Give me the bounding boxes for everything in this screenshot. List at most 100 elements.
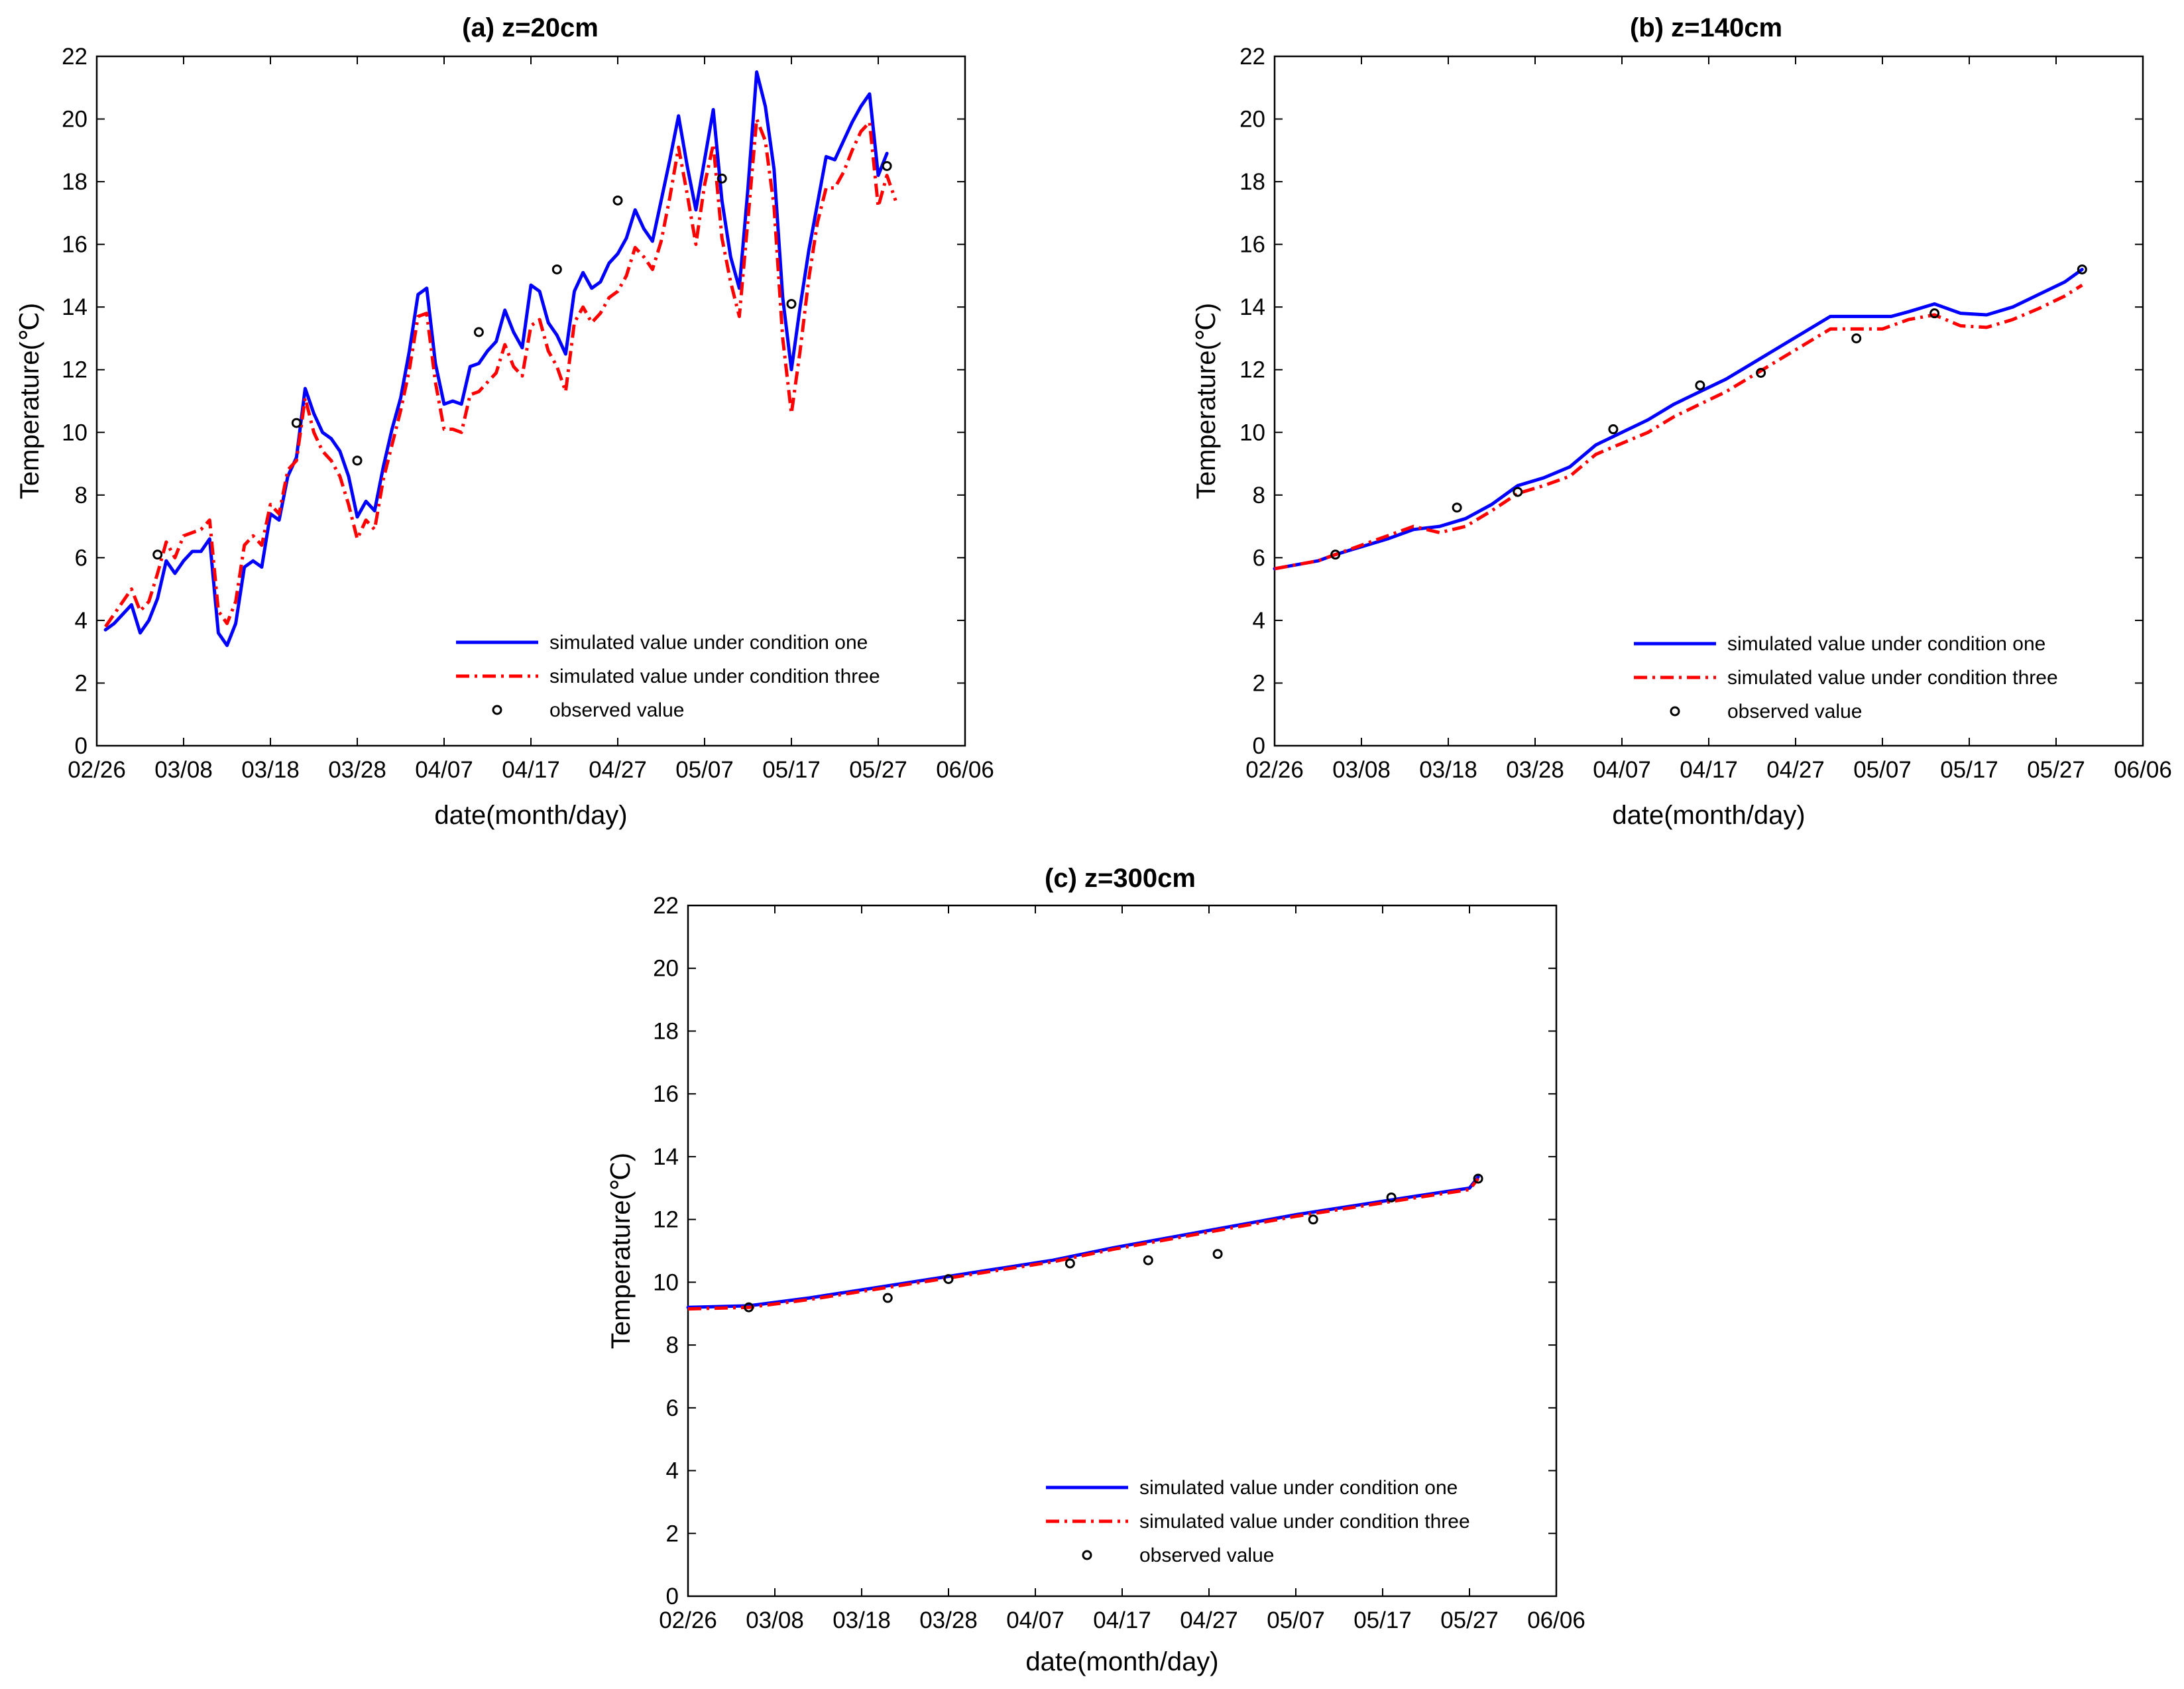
panel-a-series-condition-one-line [103, 70, 889, 648]
panel-c-legend-label-three: simulated value under condition three [1139, 1511, 1470, 1533]
panel-b-legend: simulated value under condition one simu… [1634, 633, 2058, 723]
panel-b-legend-label-observed: observed value [1727, 701, 1862, 723]
panel-b-x-tick-label-9: 05/27 [2027, 757, 2085, 783]
panel-a-observed-point-6 [717, 173, 727, 184]
panel-a-observed-point-4 [551, 264, 562, 274]
panel-b-y-tick-label-4: 8 [1253, 483, 1265, 508]
panel-c-y-tick-label-5: 10 [653, 1269, 679, 1295]
panel-c-y-tick-label-7: 14 [653, 1144, 679, 1170]
panel-a-y-ticks: 0 2 4 6 8 10 12 14 16 18 20 22 [62, 44, 965, 759]
panel-c-x-tick-label-4: 04/07 [1006, 1607, 1064, 1633]
panel-b-x-tick-label-5: 04/17 [1680, 757, 1738, 783]
panel-c-y-tick-label-6: 12 [653, 1207, 679, 1233]
panel-c-x-tick-label-8: 05/17 [1353, 1607, 1412, 1633]
panel-c-legend-marker-observed [1082, 1550, 1092, 1560]
panel-b-x-tick-label-10: 06/06 [2114, 757, 2172, 783]
panel-a-y-tick-label-6: 12 [62, 357, 87, 383]
panel-b-legend-label-one: simulated value under condition one [1727, 633, 2045, 655]
panel-b-observed-point-0 [1330, 550, 1341, 560]
panel-c-x-tick-label-10: 06/06 [1527, 1607, 1585, 1633]
panel-a-x-tick-label-3: 03/28 [328, 757, 386, 783]
panel-b-series-condition-one-line [1273, 268, 2084, 571]
panel-c-y-tick-label-9: 18 [653, 1018, 679, 1044]
panel-c-observed-point-5 [1212, 1249, 1223, 1259]
panel-b-y-tick-label-1: 2 [1253, 670, 1265, 696]
panel-b-x-tick-label-0: 02/26 [1245, 757, 1304, 783]
panel-c-x-tick-label-2: 03/18 [833, 1607, 891, 1633]
panel-a-series-layer [103, 70, 897, 648]
panel-c-title: (c) z=300cm [1045, 864, 1196, 893]
panel-b-x-tick-label-1: 03/08 [1332, 757, 1391, 783]
panel-a-legend-label-one: simulated value under condition one [549, 632, 868, 654]
panel-a-y-tick-label-8: 16 [62, 232, 87, 258]
panel-c-x-tick-label-9: 05/27 [1440, 1607, 1499, 1633]
panel-c-y-axis-label: Temperature(℃) [606, 1153, 636, 1349]
panel-c-observed-point-6 [1308, 1214, 1318, 1225]
panel-c-y-tick-label-4: 8 [666, 1332, 679, 1358]
panel-b-x-tick-label-8: 05/17 [1940, 757, 1998, 783]
panel-c-observed-point-8 [1473, 1173, 1483, 1184]
panel-a-observed-point-7 [786, 298, 797, 309]
panel-a-y-tick-label-3: 6 [75, 545, 87, 571]
panel-c-legend: simulated value under condition one simu… [1046, 1477, 1470, 1566]
panel-c-observed-point-2 [943, 1274, 954, 1285]
panel-a-legend: simulated value under condition one simu… [456, 632, 880, 721]
panel-a-observed-point-2 [352, 455, 363, 466]
panel-a: (a) z=20cm 0 2 4 6 8 10 12 14 16 18 20 22 02/26 03/0… [15, 13, 994, 830]
panel-b-title: (b) z=140cm [1630, 13, 1782, 42]
panel-a-x-tick-label-7: 05/07 [675, 757, 734, 783]
panel-b-y-tick-label-10: 20 [1239, 107, 1265, 133]
panel-a-y-tick-label-7: 14 [62, 294, 87, 320]
panel-a-x-tick-label-1: 03/08 [154, 757, 213, 783]
panel-b-x-tick-label-2: 03/18 [1419, 757, 1477, 783]
panel-a-plot-area [95, 55, 966, 747]
panel-b-observed-point-4 [1695, 380, 1705, 390]
panel-c-x-tick-label-6: 04/27 [1180, 1607, 1238, 1633]
panel-b-legend-marker-observed [1670, 706, 1680, 717]
panel-c-x-tick-label-5: 04/17 [1093, 1607, 1151, 1633]
panel-b-observed-point-2 [1513, 487, 1523, 497]
panel-a-x-tick-label-4: 04/07 [415, 757, 473, 783]
panel-a-x-tick-label-9: 05/27 [849, 757, 907, 783]
panel-a-y-tick-label-1: 2 [75, 670, 87, 696]
panel-b-y-tick-label-7: 14 [1239, 294, 1265, 320]
panel-c: (c) z=300cm 0 2 4 6 8 10 12 14 16 18 20 22 02/26 03/… [606, 864, 1585, 1676]
panel-c-x-tick-label-0: 02/26 [659, 1607, 717, 1633]
panel-a-x-tick-label-5: 04/17 [502, 757, 560, 783]
panel-b-x-ticks: 02/26 03/08 03/18 03/28 04/07 04/17 04/27 05/07… [1245, 56, 2172, 783]
panel-a-observed-point-0 [152, 550, 163, 560]
panel-c-observed-point-7 [1386, 1192, 1397, 1202]
panel-b-observed-point-3 [1608, 424, 1619, 435]
panel-b-x-tick-label-4: 04/07 [1593, 757, 1651, 783]
panel-b-y-axis-label: Temperature(℃) [1192, 303, 1221, 499]
panel-b-y-tick-label-9: 18 [1239, 169, 1265, 195]
panel-a-legend-marker-observed [492, 705, 502, 715]
panel-b-x-tick-label-7: 05/07 [1853, 757, 1912, 783]
panel-a-y-tick-label-9: 18 [62, 169, 87, 195]
panel-b-y-tick-label-0: 0 [1253, 733, 1265, 759]
panel-a-x-tick-label-8: 05/17 [762, 757, 821, 783]
panel-c-y-ticks: 0 2 4 6 8 10 12 14 16 18 20 22 [653, 893, 1556, 1609]
panel-b-observed-point-6 [1851, 333, 1862, 343]
panel-b-y-tick-label-11: 22 [1239, 44, 1265, 70]
panel-b-x-tick-label-6: 04/27 [1766, 757, 1825, 783]
panel-b-observed-point-8 [2077, 264, 2087, 274]
panel-a-y-tick-label-10: 20 [62, 107, 87, 133]
panel-c-series-layer [686, 1173, 1483, 1312]
panel-a-y-tick-label-11: 22 [62, 44, 87, 70]
panel-a-title: (a) z=20cm [462, 13, 599, 42]
panel-c-y-tick-label-1: 2 [666, 1521, 679, 1546]
panel-b-y-tick-label-5: 10 [1239, 420, 1265, 445]
panel-c-x-tick-label-7: 05/07 [1267, 1607, 1325, 1633]
panel-b-legend-label-three: simulated value under condition three [1727, 667, 2058, 689]
panel-c-y-tick-label-11: 22 [653, 893, 679, 919]
panel-b-y-tick-label-8: 16 [1239, 232, 1265, 258]
panel-b-y-tick-label-6: 12 [1239, 357, 1265, 383]
panel-a-x-tick-label-2: 03/18 [241, 757, 300, 783]
panel-c-y-tick-label-10: 20 [653, 956, 679, 982]
panel-b-x-tick-label-3: 03/28 [1506, 757, 1564, 783]
panel-b-observed-point-1 [1452, 502, 1462, 513]
panel-c-y-tick-label-3: 6 [666, 1395, 679, 1421]
panel-c-y-tick-label-0: 0 [666, 1584, 679, 1609]
